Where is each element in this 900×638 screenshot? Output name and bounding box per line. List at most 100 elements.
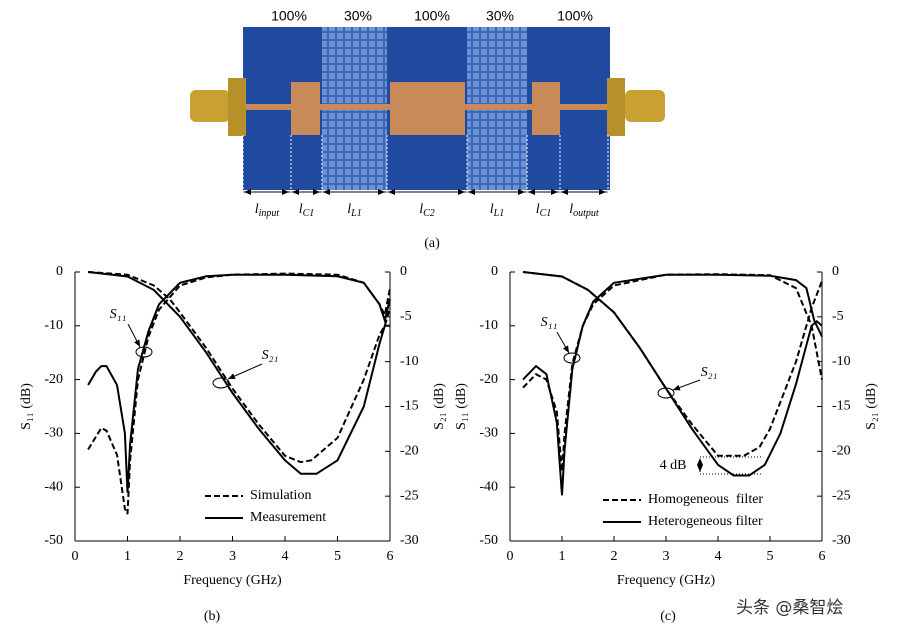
x-tick-label: 4 xyxy=(715,549,722,564)
segment-label: linput xyxy=(255,202,280,219)
x-axis-label: Frequency (GHz) xyxy=(183,573,282,588)
watermark: 头条 @桑智烩 xyxy=(736,598,843,618)
photo xyxy=(190,27,665,193)
connector xyxy=(228,78,246,136)
y2-tick-label: -25 xyxy=(832,488,851,503)
annotation-arrow xyxy=(556,331,570,354)
annotation-arrow xyxy=(227,363,263,380)
annotation: S₂₁ xyxy=(262,348,279,363)
fill-label: 100% xyxy=(271,8,307,24)
series-line xyxy=(522,273,823,496)
caption: (c) xyxy=(660,609,676,624)
y-tick-label: -30 xyxy=(44,426,63,441)
y2-tick-label: -25 xyxy=(400,488,419,503)
segment-label-sub: L1 xyxy=(493,208,505,219)
segment-label: lL1 xyxy=(490,202,504,219)
annotation: S₁₁ xyxy=(110,307,127,322)
series-line xyxy=(87,271,390,475)
y-tick-label: -10 xyxy=(479,318,498,333)
segment-label-sub: output xyxy=(573,208,599,219)
annotation-marker xyxy=(657,387,675,399)
segment-label-main: l xyxy=(347,202,351,217)
y2-axis-label: S₂₁ (dB) xyxy=(864,383,879,430)
segment-label-sub: L1 xyxy=(350,208,362,219)
segment-label-main: l xyxy=(490,202,494,217)
y2-tick-label: -10 xyxy=(400,354,419,369)
y2-tick-label: 0 xyxy=(832,264,839,279)
annotation-arrow xyxy=(672,379,701,391)
pad xyxy=(532,82,560,135)
y-tick-label: -30 xyxy=(479,426,498,441)
y2-axis-label: S₂₁ (dB) xyxy=(432,383,447,430)
x-tick-label: 5 xyxy=(334,549,341,564)
series-line xyxy=(522,271,823,457)
annotation-marker xyxy=(563,352,581,364)
annotation: 4 dB xyxy=(660,458,687,473)
y2-tick-label: -5 xyxy=(400,309,412,324)
x-tick-label: 4 xyxy=(282,549,289,564)
legend-label: Measurement xyxy=(250,510,326,525)
x-tick-label: 3 xyxy=(229,549,236,564)
fill-label: 100% xyxy=(557,8,593,24)
y2-tick-label: -5 xyxy=(832,309,844,324)
y2-tick-label: -15 xyxy=(400,399,419,414)
x-tick-label: 2 xyxy=(177,549,184,564)
y-tick-label: -10 xyxy=(44,318,63,333)
y2-tick-label: -30 xyxy=(400,533,419,548)
annotation-arrow xyxy=(127,323,141,348)
annotation-marker xyxy=(135,346,153,358)
x-tick-label: 6 xyxy=(819,549,826,564)
y-tick-label: -20 xyxy=(479,372,498,387)
annotation: S₂₁ xyxy=(701,365,718,380)
legend-label: Heterogeneous filter xyxy=(648,514,763,529)
segment-label-main: l xyxy=(536,202,540,217)
fill-label: 100% xyxy=(414,8,450,24)
y2-tick-label: -15 xyxy=(832,399,851,414)
y2-tick-label: -20 xyxy=(832,444,851,459)
segment-label-main: l xyxy=(299,202,303,217)
segment-label: lC2 xyxy=(419,202,435,219)
annotation: S₁₁ xyxy=(541,315,558,330)
segment-label-main: l xyxy=(255,202,259,217)
y-tick-label: -50 xyxy=(44,533,63,548)
legend-label: Simulation xyxy=(250,488,311,503)
y-axis-label: S₁₁ (dB) xyxy=(454,383,469,430)
x-tick-label: 3 xyxy=(663,549,670,564)
y-tick-label: 0 xyxy=(491,264,498,279)
pad xyxy=(291,82,320,135)
segment-label: loutput xyxy=(569,202,599,219)
caption: (a) xyxy=(424,236,440,251)
segment-label-sub: input xyxy=(259,208,280,219)
y-tick-label: -20 xyxy=(44,372,63,387)
segment-label-sub: C1 xyxy=(303,208,315,219)
connector xyxy=(190,90,230,122)
series-line xyxy=(88,271,391,464)
y2-tick-label: -10 xyxy=(832,354,851,369)
y2-tick-label: 0 xyxy=(400,264,407,279)
x-tick-label: 0 xyxy=(507,549,514,564)
y-tick-label: -50 xyxy=(479,533,498,548)
segment-label: lC1 xyxy=(299,202,315,219)
series-line xyxy=(522,271,823,477)
caption: (b) xyxy=(204,609,221,624)
series-line xyxy=(87,272,391,515)
y-tick-label: -40 xyxy=(479,479,498,494)
series-line xyxy=(87,273,391,493)
x-tick-label: 0 xyxy=(72,549,79,564)
x-tick-label: 6 xyxy=(387,549,394,564)
x-tick-label: 2 xyxy=(611,549,618,564)
fill-label: 30% xyxy=(344,8,372,24)
pad xyxy=(390,82,465,135)
fill-label: 30% xyxy=(486,8,514,24)
x-axis-label: Frequency (GHz) xyxy=(617,573,716,588)
y-tick-label: 0 xyxy=(56,264,63,279)
segment-label-main: l xyxy=(569,202,573,217)
y-axis-label: S₁₁ (dB) xyxy=(19,383,34,430)
y-tick-label: -40 xyxy=(44,479,63,494)
segment-label-sub: C2 xyxy=(423,208,435,219)
connector xyxy=(607,78,625,136)
legend-label: Homogeneous filter xyxy=(648,492,763,507)
y2-tick-label: -30 xyxy=(832,533,851,548)
segment-label: lC1 xyxy=(536,202,552,219)
